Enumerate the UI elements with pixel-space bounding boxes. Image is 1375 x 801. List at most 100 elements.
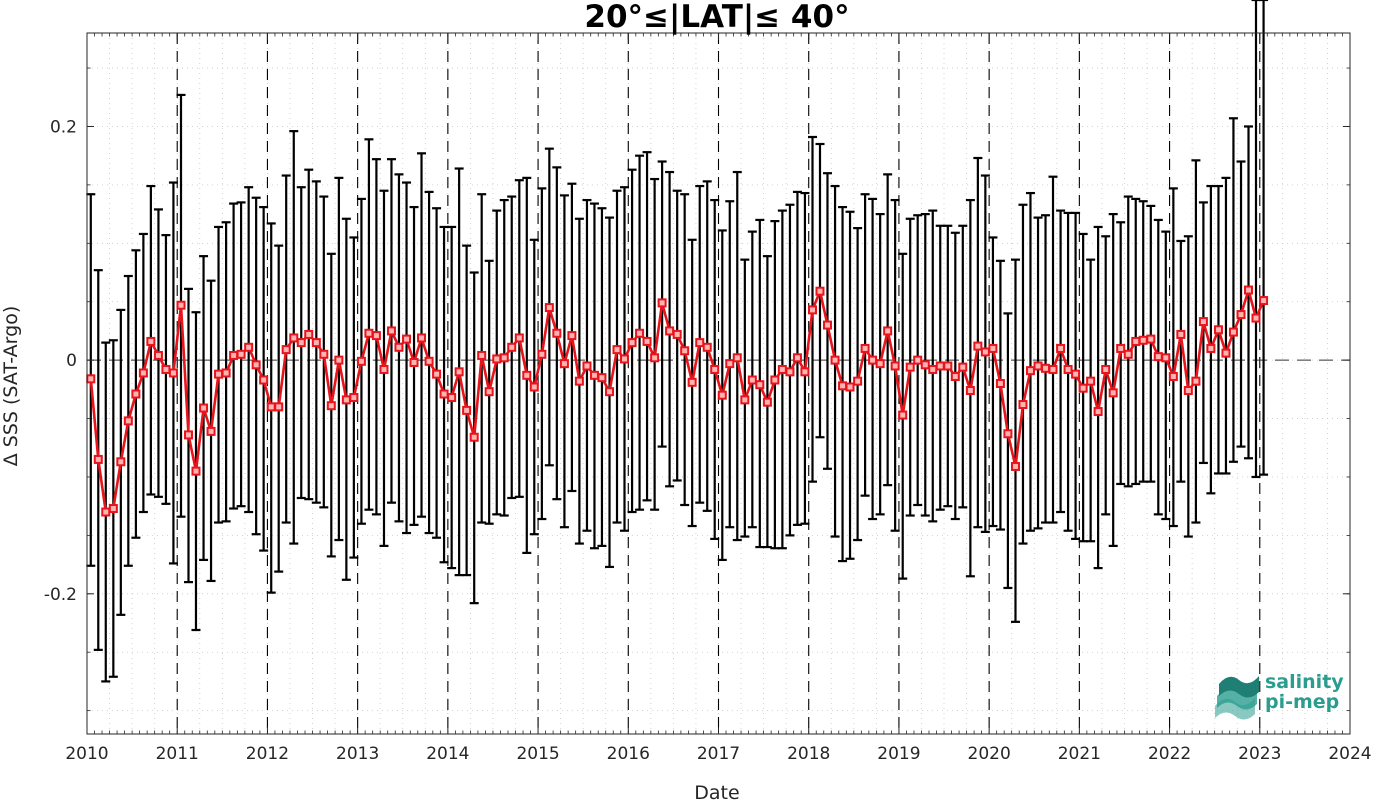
error-bar xyxy=(402,181,412,535)
data-point xyxy=(484,387,494,397)
data-point xyxy=(792,353,802,363)
data-point xyxy=(1153,352,1163,362)
y-axis-label: Δ SSS (SAT-Argo) xyxy=(0,306,22,466)
error-bar xyxy=(1025,191,1035,532)
data-point xyxy=(845,382,855,392)
data-point xyxy=(1259,296,1269,306)
x-tick-label: 2018 xyxy=(787,744,830,764)
data-point xyxy=(138,368,148,378)
data-point xyxy=(958,362,968,372)
data-point xyxy=(913,355,923,365)
error-bar xyxy=(777,209,787,550)
error-bar xyxy=(1086,258,1096,543)
data-point xyxy=(762,397,772,407)
data-point xyxy=(1183,386,1193,396)
data-point xyxy=(1228,327,1238,337)
data-point xyxy=(386,326,396,336)
data-point xyxy=(1056,343,1066,353)
data-point xyxy=(905,362,915,372)
data-point xyxy=(108,504,118,514)
x-axis-ticks: 2010 2011 2012 2013 2014 2015 2016 2017 2018 2019… xyxy=(65,33,1372,764)
data-point xyxy=(552,328,562,338)
error-bar xyxy=(1048,175,1058,524)
error-bar xyxy=(988,236,998,528)
y-axis-ticks: -0.2 0 0.2 xyxy=(44,67,1350,712)
data-point xyxy=(995,379,1005,388)
x-tick-label: 2012 xyxy=(246,744,289,764)
error-bar xyxy=(1161,230,1171,521)
data-point xyxy=(853,376,863,386)
error-bar xyxy=(1010,258,1020,623)
data-point xyxy=(1221,348,1231,358)
data-point xyxy=(680,346,690,356)
data-point xyxy=(371,331,381,341)
data-point xyxy=(965,386,975,396)
data-point xyxy=(394,342,404,352)
data-point xyxy=(672,329,682,339)
data-point xyxy=(281,345,291,355)
data-point xyxy=(650,353,660,363)
data-point xyxy=(296,338,306,348)
data-point xyxy=(755,380,765,390)
data-point xyxy=(417,333,427,343)
data-point xyxy=(973,341,983,351)
x-tick-label: 2015 xyxy=(516,744,559,764)
waves-icon xyxy=(1215,676,1259,720)
data-point xyxy=(1108,388,1118,398)
data-point xyxy=(131,389,141,399)
data-point xyxy=(582,361,592,371)
data-point xyxy=(1146,334,1156,344)
data-point xyxy=(86,374,96,384)
data-point xyxy=(635,328,645,338)
x-tick-label: 2020 xyxy=(968,744,1011,764)
data-point xyxy=(838,381,848,391)
data-point xyxy=(1213,325,1223,335)
data-point xyxy=(349,393,359,403)
chart-title: 20°≤|LAT|≤ 40° xyxy=(584,0,849,35)
data-point xyxy=(1244,285,1254,295)
data-point xyxy=(439,389,449,399)
data-point xyxy=(695,338,705,348)
data-point xyxy=(1093,407,1103,417)
data-point xyxy=(890,361,900,371)
x-tick-label: 2022 xyxy=(1148,744,1191,764)
data-point xyxy=(522,370,532,380)
data-point xyxy=(800,367,810,377)
data-point xyxy=(116,457,126,467)
data-point xyxy=(183,430,193,440)
data-point xyxy=(499,353,509,363)
error-bar xyxy=(650,177,660,511)
x-tick-label: 2024 xyxy=(1328,744,1371,764)
error-bar xyxy=(1251,0,1261,479)
data-point xyxy=(507,342,517,352)
data-point xyxy=(740,395,750,405)
x-tick-label: 2017 xyxy=(697,744,740,764)
data-point xyxy=(101,507,111,517)
error-bar xyxy=(1236,160,1246,448)
data-point xyxy=(980,347,990,357)
data-point xyxy=(1033,361,1043,371)
data-point xyxy=(642,336,652,346)
data-point xyxy=(687,377,697,387)
error-bar xyxy=(995,259,1005,531)
data-point xyxy=(710,364,720,374)
data-point xyxy=(589,370,599,380)
data-point xyxy=(379,364,389,374)
error-bar xyxy=(800,191,810,525)
data-point xyxy=(289,333,299,343)
error-bar xyxy=(1168,187,1178,528)
data-point xyxy=(168,368,178,378)
data-point xyxy=(364,328,374,338)
data-point xyxy=(1018,400,1028,410)
error-bar xyxy=(1206,184,1216,495)
data-point xyxy=(251,360,261,370)
data-point xyxy=(830,355,840,365)
data-point xyxy=(1138,335,1148,345)
series-markers xyxy=(86,285,1269,517)
data-point xyxy=(259,375,269,385)
data-point xyxy=(454,367,464,377)
data-point xyxy=(559,359,569,369)
data-point xyxy=(619,354,629,364)
data-point xyxy=(93,454,103,464)
